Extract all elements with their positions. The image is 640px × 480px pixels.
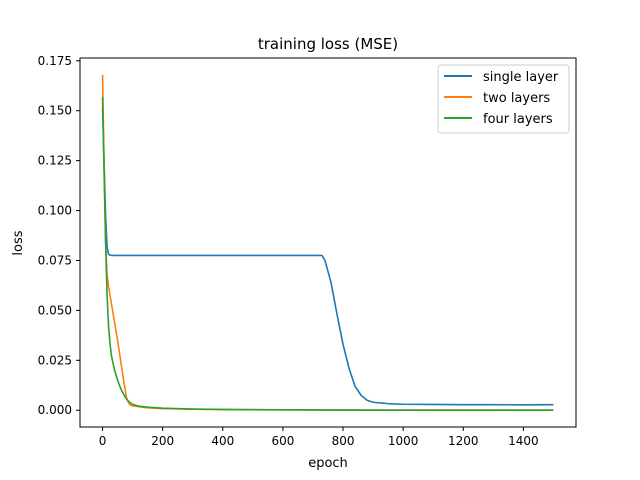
series-line-3 bbox=[101, 96, 554, 412]
y-tick-label: 0.125 bbox=[38, 154, 72, 168]
y-tick-label: 0.150 bbox=[38, 104, 72, 118]
y-tick-label: 0.050 bbox=[38, 303, 72, 317]
legend-label: two layers bbox=[483, 91, 550, 106]
y-tick-label: 0.100 bbox=[38, 204, 72, 218]
x-tick-label: 800 bbox=[332, 434, 355, 448]
x-tick-label: 0 bbox=[99, 434, 107, 448]
legend-box bbox=[437, 64, 570, 134]
x-tick-label: 400 bbox=[211, 434, 234, 448]
series-line-1 bbox=[101, 106, 554, 406]
x-tick-label: 200 bbox=[151, 434, 174, 448]
x-tick-label: 600 bbox=[271, 434, 294, 448]
y-tick-label: 0.175 bbox=[38, 54, 72, 68]
y-axis-label: loss bbox=[11, 230, 26, 255]
legend-label: four layers bbox=[483, 112, 553, 127]
x-tick-label: 1200 bbox=[448, 434, 479, 448]
x-axis-label: epoch bbox=[308, 456, 348, 471]
legend: single layer two layers four layers bbox=[437, 64, 570, 134]
plot-lines bbox=[101, 74, 554, 412]
x-tick-label: 1000 bbox=[388, 434, 419, 448]
x-tick-label: 1400 bbox=[508, 434, 539, 448]
y-tick-label: 0.075 bbox=[38, 253, 72, 267]
x-axis: 0 200 400 600 800 1000 1200 1400 bbox=[99, 427, 539, 448]
y-axis: 0.000 0.025 0.050 0.075 0.100 0.125 0.150 0.175 bbox=[38, 54, 80, 417]
chart-title: training loss (MSE) bbox=[258, 35, 398, 53]
plot-frame bbox=[79, 57, 577, 428]
legend-label: single layer bbox=[483, 70, 559, 85]
y-tick-label: 0.025 bbox=[38, 353, 72, 367]
y-tick-label: 0.000 bbox=[38, 403, 72, 417]
